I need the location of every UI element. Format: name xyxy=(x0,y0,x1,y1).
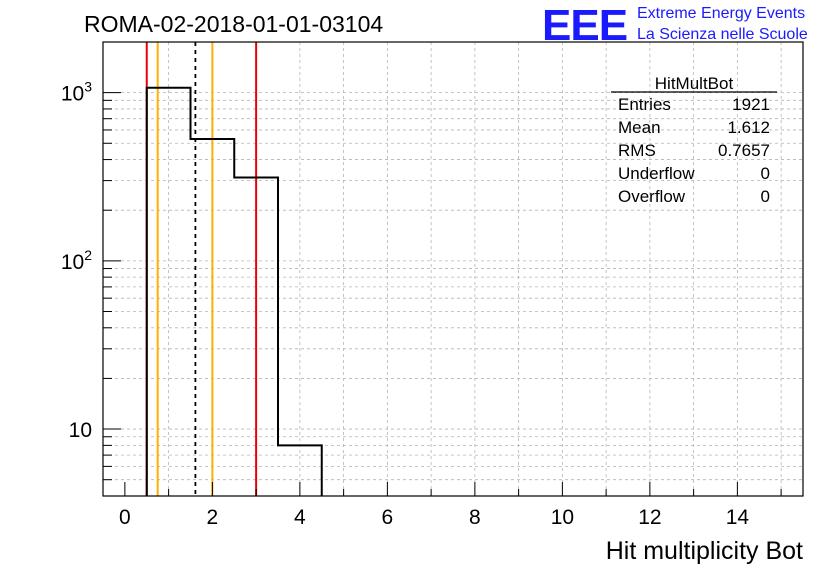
x-tick-label: 2 xyxy=(207,506,219,529)
x-tick-label: 4 xyxy=(294,506,306,529)
eee-logo-line2: La Scienza nelle Scuole xyxy=(637,26,808,43)
y-tick-label: 10 xyxy=(69,419,92,442)
stats-row-value: 1.612 xyxy=(727,118,770,137)
stats-box: HitMultBot Entries 1921 Mean 1.612 RMS 0.7657… xyxy=(611,74,777,206)
plot-frame xyxy=(102,41,804,497)
stats-row-label: Entries xyxy=(618,95,671,114)
stats-row-label: RMS xyxy=(618,141,656,160)
x-tick-label: 0 xyxy=(119,506,131,529)
axis-ticks: 0 2 4 6 8 10 12 14 10 102 103 xyxy=(61,79,782,529)
stats-row-label: Underflow xyxy=(618,164,695,183)
y-tick-label: 103 xyxy=(61,79,92,106)
x-tick-label: 12 xyxy=(638,506,661,529)
stats-title: HitMultBot xyxy=(655,74,734,93)
stats-row-value: 1921 xyxy=(732,95,770,114)
stats-row-value: 0.7657 xyxy=(718,141,770,160)
x-axis-title: Hit multiplicity Bot xyxy=(606,537,803,565)
eee-logo-line1: Extreme Energy Events xyxy=(637,5,805,22)
stats-row-label: Mean xyxy=(618,118,661,137)
x-tick-label: 14 xyxy=(726,506,750,529)
chart-title: ROMA-02-2018-01-01-03104 xyxy=(84,11,383,37)
x-tick-label: 10 xyxy=(551,506,574,529)
stats-row-value: 0 xyxy=(761,164,770,183)
stats-row-label: Overflow xyxy=(618,187,686,206)
marker-lines xyxy=(145,42,258,496)
x-tick-label: 6 xyxy=(382,506,394,529)
histogram-series xyxy=(145,86,323,496)
histogram-outline xyxy=(145,86,323,496)
eee-logo: EEE Extreme Energy Events La Scienza nel… xyxy=(542,1,808,50)
stats-row-value: 0 xyxy=(761,187,770,206)
eee-logo-text: EEE xyxy=(542,1,627,50)
y-tick-label: 102 xyxy=(61,247,92,274)
x-tick-label: 8 xyxy=(469,506,481,529)
grid xyxy=(103,42,803,496)
